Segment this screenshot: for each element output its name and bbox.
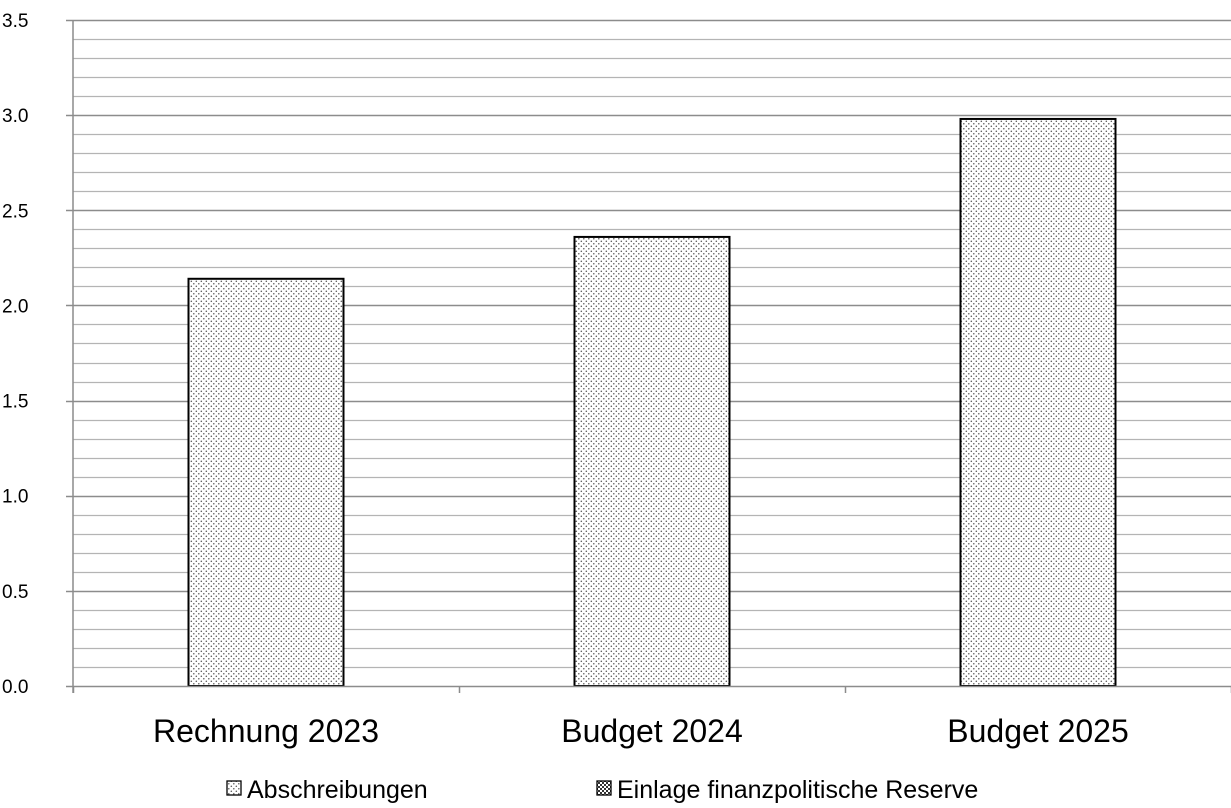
y-tick-label: 3.5 bbox=[2, 11, 28, 32]
bar-abschreibungen-0 bbox=[187, 277, 345, 687]
y-tick-label: 3.0 bbox=[2, 106, 28, 127]
category-label: Budget 2024 bbox=[561, 713, 743, 749]
legend-swatch bbox=[226, 780, 242, 796]
y-tick-label: 0.0 bbox=[2, 677, 28, 698]
y-tick-label: 2.0 bbox=[2, 296, 28, 317]
x-axis-category-labels: Rechnung 2023 Budget 2024 Budget 2025 bbox=[153, 713, 1129, 749]
y-axis-tick-labels: 0.0 0.5 1.0 1.5 2.0 2.5 3.0 3.5 bbox=[2, 11, 28, 698]
bar-abschreibungen-2 bbox=[959, 117, 1117, 688]
axes bbox=[66, 19, 1231, 693]
category-label: Rechnung 2023 bbox=[153, 713, 379, 749]
legend-label: Einlage finanzpolitische Reserve bbox=[617, 776, 978, 804]
legend: Abschreibungen Einlage finanzpolitische R… bbox=[226, 776, 978, 804]
y-tick-label: 1.5 bbox=[2, 392, 28, 413]
y-tick-label: 1.0 bbox=[2, 487, 28, 508]
y-tick-label: 0.5 bbox=[2, 582, 28, 603]
legend-swatch bbox=[596, 780, 612, 796]
y-tick-label: 2.5 bbox=[2, 201, 28, 222]
legend-label: Abschreibungen bbox=[247, 776, 428, 804]
category-label: Budget 2025 bbox=[947, 713, 1129, 749]
bars bbox=[187, 117, 1117, 688]
bar-abschreibungen-1 bbox=[573, 235, 731, 687]
